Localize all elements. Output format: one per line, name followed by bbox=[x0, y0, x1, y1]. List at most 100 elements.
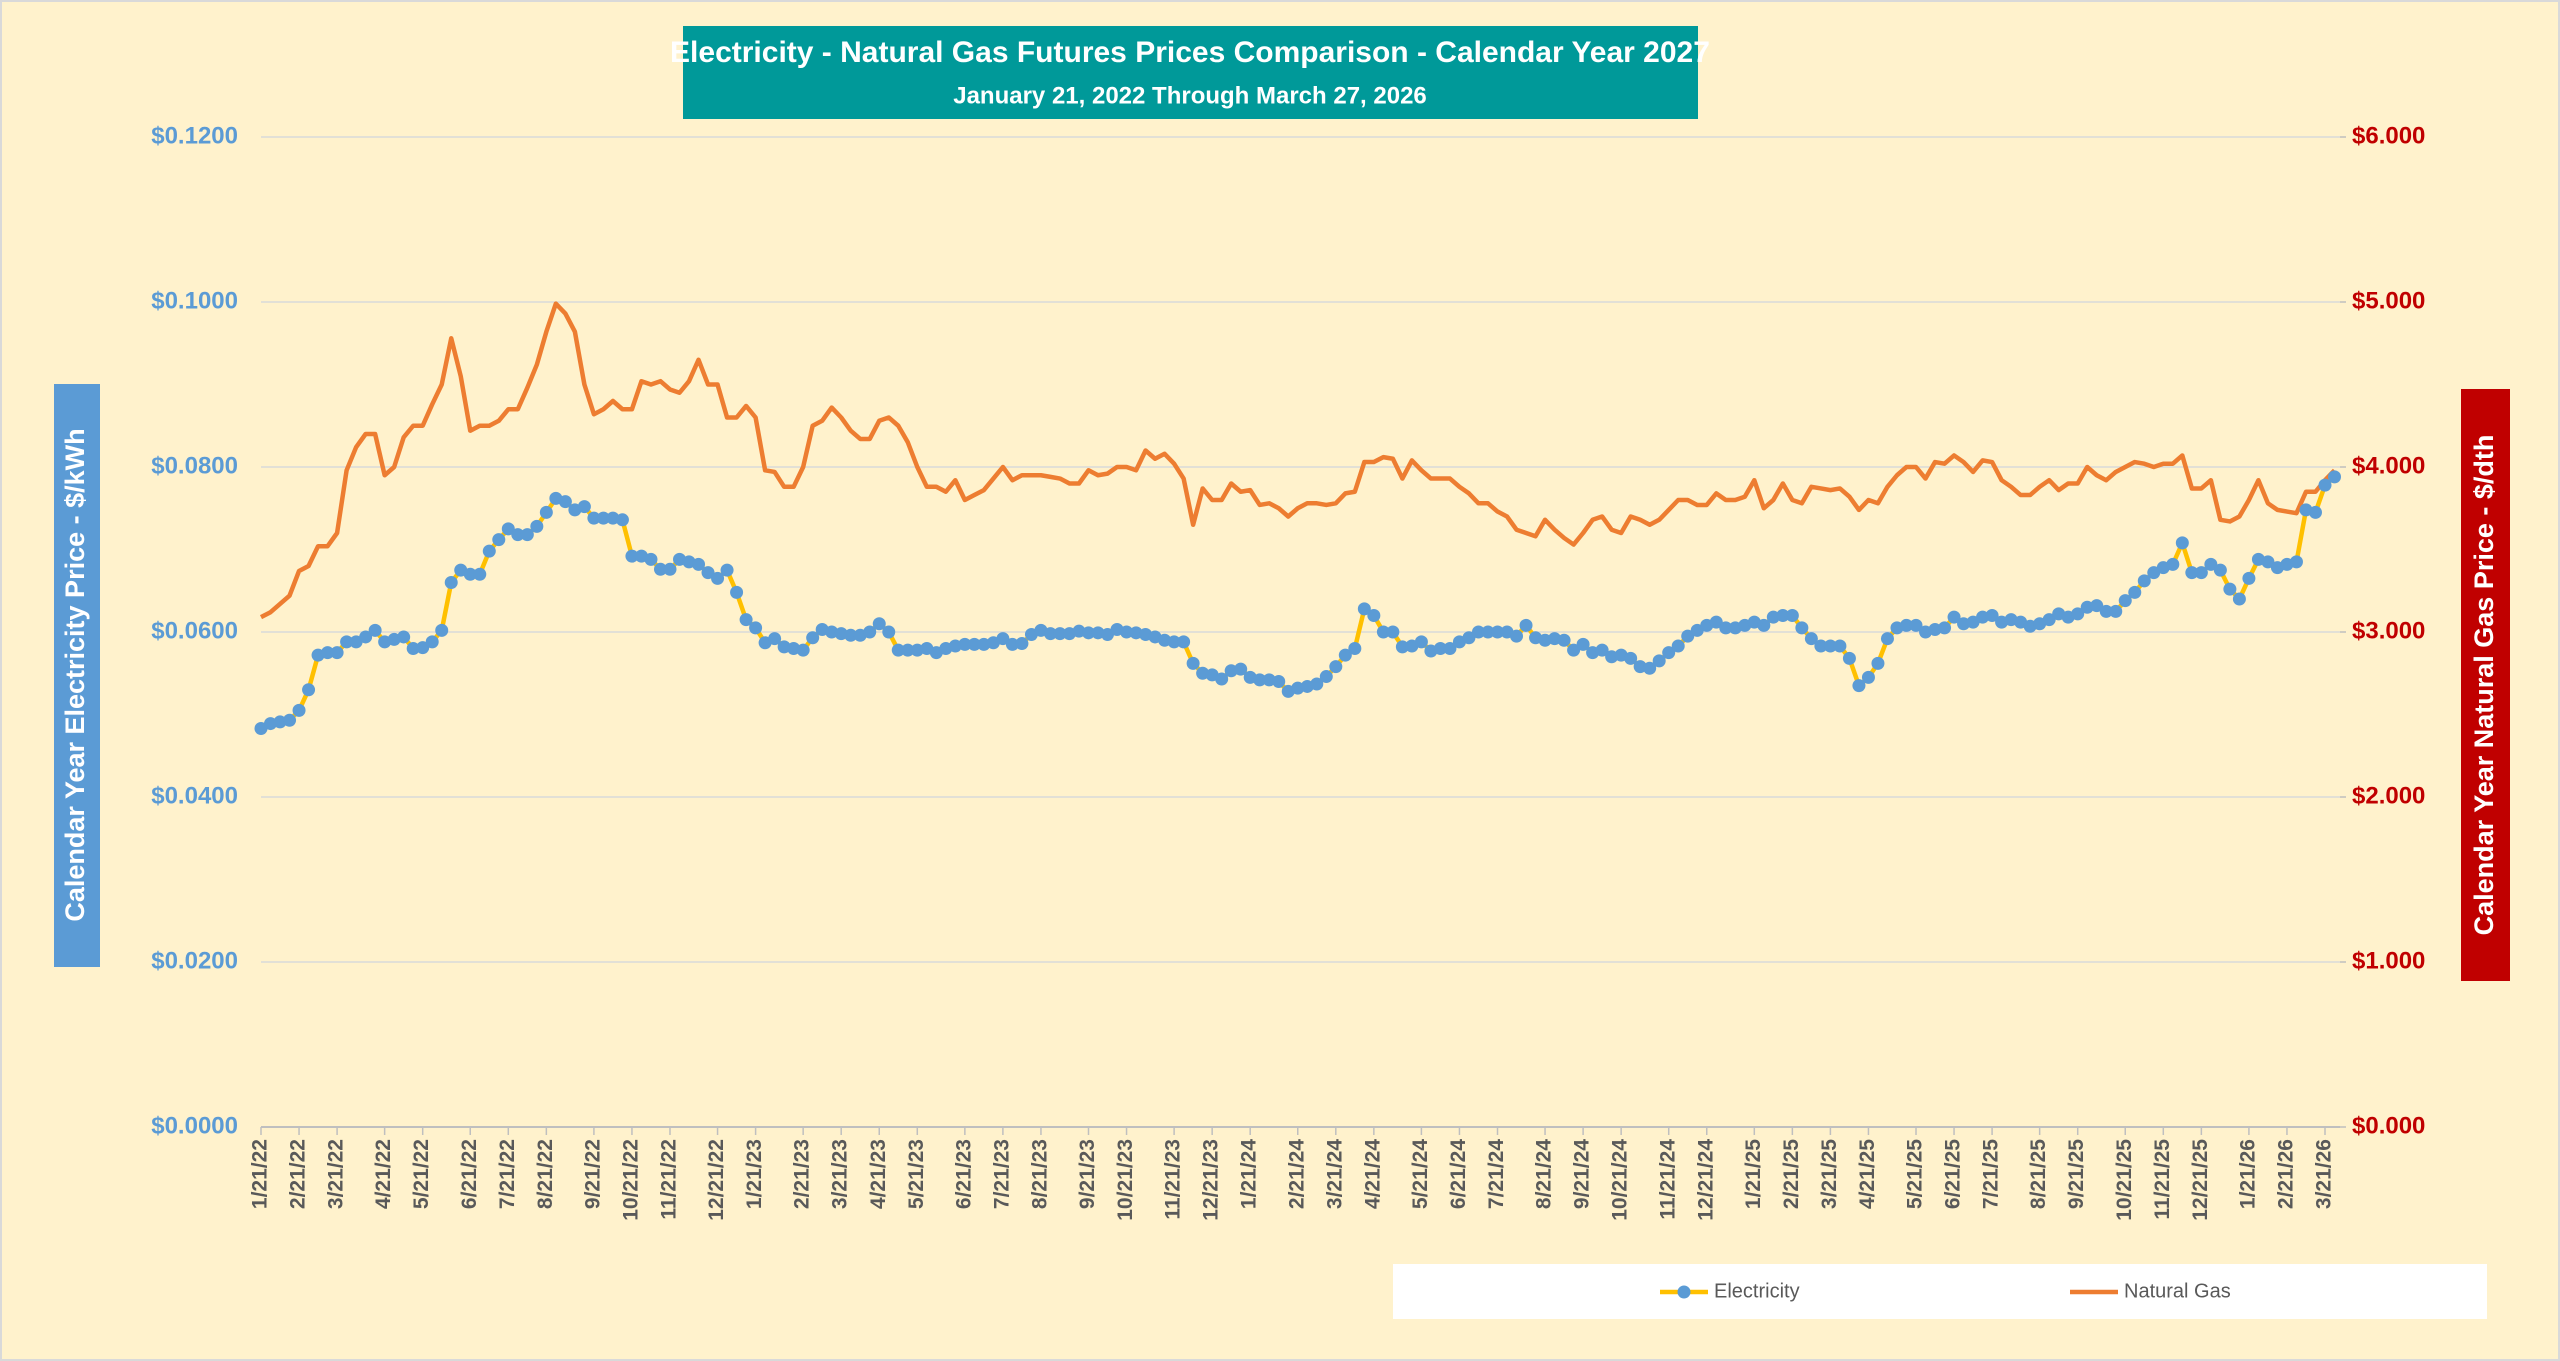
data-point bbox=[644, 552, 658, 566]
x-tick-label: 10/21/25 bbox=[2113, 1139, 2136, 1221]
data-point bbox=[539, 505, 553, 519]
data-point bbox=[425, 635, 439, 649]
data-point bbox=[2223, 582, 2237, 596]
data-point bbox=[1272, 675, 1286, 688]
x-tick-label: 4/21/25 bbox=[1856, 1139, 1879, 1209]
data-point bbox=[663, 562, 677, 576]
y-tick-label: $0.0800 bbox=[151, 452, 238, 479]
data-point bbox=[872, 617, 886, 631]
x-tick-label: 12/21/25 bbox=[2189, 1139, 2212, 1221]
data-point bbox=[1338, 648, 1352, 662]
data-point bbox=[1814, 639, 1828, 653]
data-point bbox=[2185, 566, 2199, 580]
data-point bbox=[1329, 660, 1343, 674]
data-point bbox=[444, 576, 458, 589]
data-point bbox=[1833, 639, 1847, 653]
y2-axis-title: Calendar Year Natural Gas Price - $/dth bbox=[2469, 435, 2499, 936]
data-point bbox=[1433, 642, 1447, 655]
data-point bbox=[1595, 643, 1609, 657]
x-tick-label: 2/21/26 bbox=[2275, 1139, 2298, 1209]
data-point bbox=[1643, 661, 1657, 675]
y-tick-label: $0.0200 bbox=[151, 947, 238, 974]
data-point bbox=[292, 703, 306, 717]
x-tick-label: 9/21/23 bbox=[1076, 1139, 1099, 1209]
data-point bbox=[2137, 574, 2151, 588]
x-tick-label: 8/21/24 bbox=[1533, 1139, 1556, 1209]
x-tick-label: 8/21/22 bbox=[534, 1139, 557, 1209]
data-point bbox=[435, 623, 449, 637]
chart-title: Electricity - Natural Gas Futures Prices… bbox=[670, 36, 1710, 69]
x-tick-label: 3/21/25 bbox=[1818, 1139, 1841, 1209]
data-point bbox=[1510, 629, 1524, 643]
data-point bbox=[321, 646, 335, 660]
data-point bbox=[2099, 604, 2113, 618]
data-point bbox=[1785, 609, 1799, 622]
x-tick-label: 3/21/22 bbox=[325, 1139, 348, 1209]
data-point bbox=[1671, 639, 1685, 653]
data-point bbox=[1709, 615, 1723, 629]
data-point bbox=[1985, 609, 1999, 622]
data-point bbox=[730, 585, 744, 599]
data-point bbox=[1043, 627, 1057, 641]
data-point bbox=[530, 519, 544, 533]
x-tick-label: 2/21/25 bbox=[1780, 1139, 1803, 1209]
y2-tick-label: $4.000 bbox=[2352, 452, 2425, 479]
x-tick-label: 9/21/22 bbox=[581, 1139, 604, 1209]
data-point bbox=[2328, 470, 2342, 484]
x-tick-label: 7/21/25 bbox=[1980, 1139, 2003, 1209]
data-point bbox=[577, 500, 591, 514]
x-tick-label: 8/21/25 bbox=[2027, 1139, 2050, 1209]
data-point bbox=[1167, 635, 1181, 649]
data-point bbox=[1776, 609, 1790, 622]
data-point bbox=[1367, 609, 1381, 622]
data-point bbox=[1414, 635, 1428, 649]
data-point bbox=[1462, 631, 1476, 645]
data-point bbox=[330, 646, 344, 660]
data-point bbox=[359, 630, 373, 644]
x-tick-label: 9/21/24 bbox=[1571, 1139, 1594, 1209]
data-point bbox=[1861, 670, 1875, 684]
data-point bbox=[397, 630, 411, 644]
data-point bbox=[482, 544, 496, 558]
data-point bbox=[1120, 625, 1134, 639]
data-point bbox=[806, 631, 820, 645]
data-point bbox=[1804, 632, 1818, 646]
data-point bbox=[1443, 642, 1457, 655]
x-tick-label: 12/21/23 bbox=[1200, 1139, 1223, 1221]
data-point bbox=[1053, 627, 1067, 641]
x-tick-label: 5/21/25 bbox=[1904, 1139, 1927, 1209]
x-tick-label: 11/21/24 bbox=[1656, 1139, 1679, 1220]
data-point bbox=[587, 511, 601, 525]
data-point bbox=[1842, 651, 1856, 665]
x-tick-label: 7/21/24 bbox=[1485, 1139, 1508, 1209]
data-point bbox=[1234, 662, 1248, 676]
data-point bbox=[473, 567, 487, 581]
x-tick-label: 6/21/24 bbox=[1447, 1139, 1470, 1209]
data-point bbox=[368, 623, 382, 637]
data-point bbox=[844, 628, 858, 642]
x-tick-label: 6/21/23 bbox=[952, 1139, 975, 1209]
data-point bbox=[1376, 625, 1390, 639]
y2-tick-label: $1.000 bbox=[2352, 947, 2425, 974]
x-tick-label: 11/21/25 bbox=[2151, 1139, 2174, 1220]
data-point bbox=[1852, 679, 1866, 693]
x-tick-label: 6/21/25 bbox=[1942, 1139, 1965, 1209]
y-tick-label: $0.1000 bbox=[151, 287, 238, 314]
data-point bbox=[463, 567, 477, 581]
y-axis-title: Calendar Year Electricity Price - $/kWh bbox=[60, 428, 90, 921]
x-tick-label: 5/21/23 bbox=[905, 1139, 928, 1209]
data-point bbox=[1082, 626, 1096, 640]
data-point bbox=[302, 683, 316, 697]
x-tick-label: 6/21/22 bbox=[458, 1139, 481, 1209]
data-point bbox=[511, 528, 525, 542]
data-point bbox=[1576, 637, 1590, 651]
x-tick-label: 11/21/23 bbox=[1162, 1139, 1185, 1220]
x-tick-label: 12/21/24 bbox=[1694, 1139, 1717, 1221]
data-point bbox=[768, 632, 782, 646]
y2-tick-label: $6.000 bbox=[2352, 122, 2425, 149]
data-point bbox=[2166, 557, 2180, 571]
data-point bbox=[901, 643, 915, 657]
data-point bbox=[2318, 478, 2332, 492]
y-tick-label: $0.1200 bbox=[151, 122, 238, 149]
